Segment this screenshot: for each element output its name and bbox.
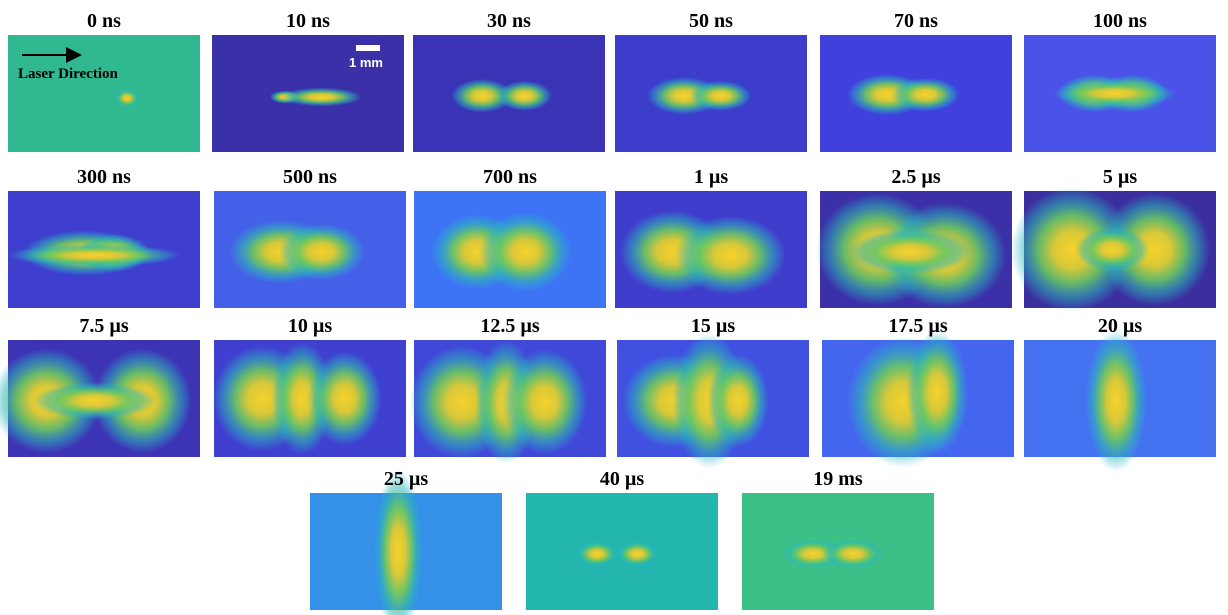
plasma-plume bbox=[689, 80, 752, 111]
plasma-plume bbox=[1010, 187, 1134, 312]
panel-label: 7.5 µs bbox=[79, 315, 129, 337]
panel-label: 40 µs bbox=[600, 468, 645, 490]
laser-direction-label: Laser Direction bbox=[18, 66, 119, 82]
panel bbox=[742, 493, 934, 610]
plasma-plume bbox=[891, 77, 960, 112]
panel-label: 70 ns bbox=[894, 10, 938, 32]
panel bbox=[310, 469, 502, 615]
plasma-plume bbox=[707, 354, 769, 448]
panel-label: 0 ns bbox=[87, 10, 121, 32]
panel bbox=[212, 35, 404, 152]
panel bbox=[409, 340, 606, 464]
panel bbox=[0, 340, 200, 457]
panel bbox=[1010, 187, 1216, 312]
panel-label: 19 ms bbox=[813, 468, 863, 490]
plasma-plume bbox=[501, 349, 588, 455]
panel bbox=[816, 191, 1012, 308]
plasma-plume bbox=[575, 540, 619, 567]
panel-label: 30 ns bbox=[487, 10, 531, 32]
plasma-plume bbox=[1075, 227, 1150, 272]
plasma-plume bbox=[674, 216, 786, 295]
panel-label: 500 ns bbox=[283, 166, 337, 188]
plasma-plume bbox=[281, 87, 362, 107]
panel-label: 12.5 µs bbox=[480, 315, 540, 337]
plasma-plume bbox=[479, 212, 572, 292]
plasma-plume bbox=[32, 382, 156, 420]
panel bbox=[413, 35, 605, 152]
panel-background bbox=[8, 35, 200, 152]
plasma-plume bbox=[1085, 329, 1147, 472]
panel-label: 50 ns bbox=[689, 10, 733, 32]
plasma-plume bbox=[114, 88, 140, 108]
plasma-plume bbox=[848, 229, 972, 275]
panel-label: 5 µs bbox=[1103, 166, 1138, 188]
plasma-plume bbox=[496, 80, 553, 111]
plasma-plume bbox=[906, 330, 968, 455]
plasma-plume bbox=[373, 469, 423, 615]
panel bbox=[1024, 35, 1216, 152]
panel bbox=[8, 35, 200, 152]
panel-label: 10 ns bbox=[286, 10, 330, 32]
panel-label: 300 ns bbox=[77, 166, 131, 188]
panel bbox=[820, 35, 1012, 152]
plasma-plume bbox=[1099, 193, 1210, 306]
plasma-plume bbox=[1052, 80, 1176, 107]
panel bbox=[822, 330, 1014, 468]
panel-label: 17.5 µs bbox=[888, 315, 948, 337]
panel bbox=[617, 333, 809, 469]
plasma-plume bbox=[8, 244, 181, 267]
plasma-plume bbox=[451, 78, 513, 113]
panel-label: 10 µs bbox=[288, 315, 333, 337]
panel-label: 25 µs bbox=[384, 468, 429, 490]
scale-label: 1 mm bbox=[349, 55, 383, 70]
panel bbox=[615, 191, 807, 308]
panel bbox=[1024, 329, 1216, 472]
plasma-plume bbox=[278, 223, 365, 280]
panel bbox=[414, 191, 606, 308]
panel bbox=[212, 340, 406, 457]
panel bbox=[214, 191, 406, 308]
panel-label: 1 µs bbox=[694, 166, 729, 188]
panel-label: 2.5 µs bbox=[891, 166, 941, 188]
plasma-plume bbox=[307, 351, 382, 446]
scale-bar bbox=[356, 45, 380, 51]
panel-label: 100 ns bbox=[1093, 10, 1147, 32]
panel-label: 15 µs bbox=[691, 315, 736, 337]
plasma-plume bbox=[615, 540, 659, 567]
panel bbox=[615, 35, 807, 152]
plasma-plume bbox=[822, 538, 885, 569]
panel-label: 700 ns bbox=[483, 166, 537, 188]
panel bbox=[8, 191, 200, 308]
panel bbox=[526, 493, 718, 610]
panel-label: 20 µs bbox=[1098, 315, 1143, 337]
